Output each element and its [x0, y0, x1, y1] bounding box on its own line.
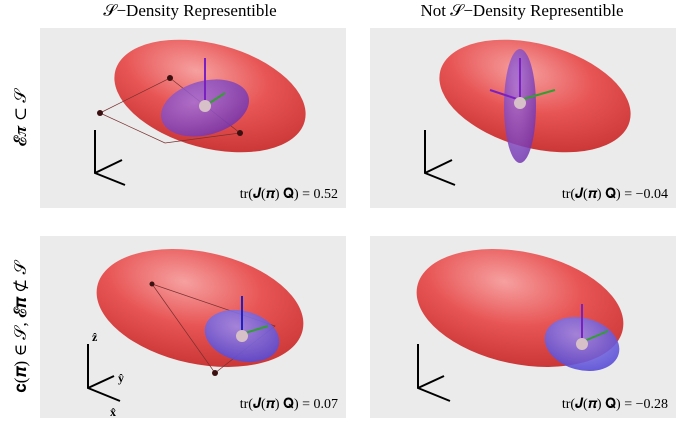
column-title: 𝒮−Density Representible: [103, 1, 276, 20]
annotation: tr(𝑱(𝝅) 𝐐) = −0.28: [562, 397, 668, 412]
panel: tr(𝑱(𝝅) 𝐐) = −0.28: [370, 236, 676, 418]
annotation: tr(𝑱(𝝅) 𝐐) = 0.07: [240, 397, 338, 412]
row-label: 𝐜(𝝅) ∈ 𝒮, 𝓔𝝅 ⊄ 𝒮: [11, 259, 30, 392]
column-title: Not 𝒮−Density Representible: [420, 1, 623, 20]
axis-label: ẑ: [92, 330, 98, 344]
panel: tr(𝑱(𝝅) 𝐐) = −0.04: [370, 28, 676, 208]
annotation: tr(𝑱(𝝅) 𝐐) = −0.04: [562, 187, 668, 202]
annotation: tr(𝑱(𝝅) 𝐐) = 0.52: [240, 187, 338, 202]
axis-label: x̂: [110, 405, 116, 419]
panel: tr(𝑱(𝝅) 𝐐) = 0.52: [40, 28, 346, 208]
panel: ẑ ŷ x̂ tr(𝑱(𝝅) 𝐐) = 0.07: [40, 236, 346, 419]
axis-label: ŷ: [118, 371, 124, 385]
row-label: 𝓔𝝅 ⊂ 𝒮: [11, 88, 30, 147]
